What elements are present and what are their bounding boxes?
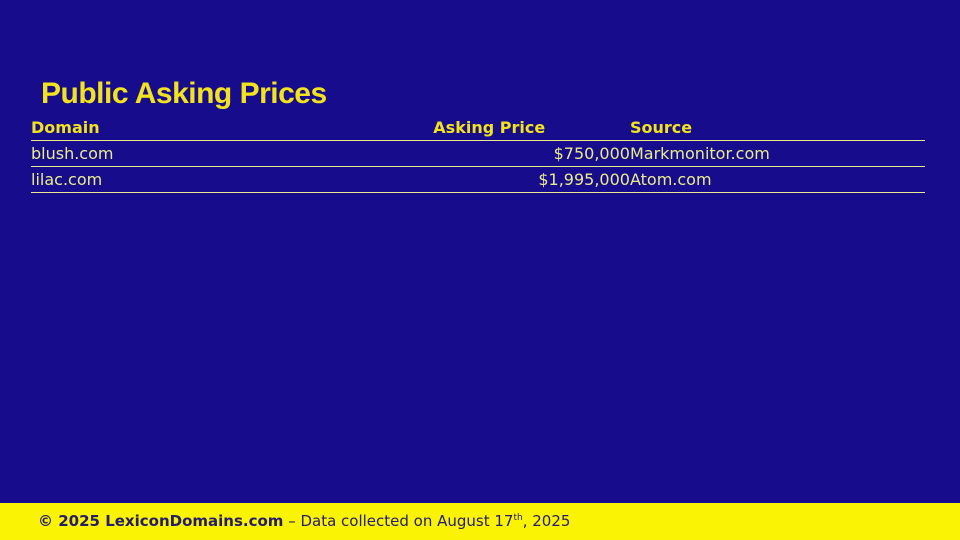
footer-bar: © 2025 LexiconDomains.com – Data collect… bbox=[0, 503, 960, 540]
source-cell: Markmonitor.com bbox=[629, 143, 770, 163]
column-header-domain: Domain bbox=[31, 118, 100, 138]
table-row: lilac.com $1,995,000 Atom.com bbox=[31, 166, 925, 192]
domain-cell: lilac.com bbox=[31, 169, 103, 189]
table-row: blush.com $750,000 Markmonitor.com bbox=[31, 140, 925, 166]
asking-prices-table: Domain Asking Price Source blush.com $75… bbox=[31, 116, 925, 193]
asking-price-cell: $750,000 bbox=[553, 143, 630, 163]
page-title: Public Asking Prices bbox=[41, 77, 327, 111]
footer-collection-date: – Data collected on August 17th, 2025 bbox=[288, 512, 571, 530]
column-header-source: Source bbox=[629, 118, 693, 138]
asking-price-cell: $1,995,000 bbox=[538, 169, 630, 189]
footer-text: © 2025 LexiconDomains.com – Data collect… bbox=[38, 503, 570, 540]
footer-ordinal-suffix: th bbox=[513, 513, 523, 523]
footer-copyright: © 2025 LexiconDomains.com bbox=[38, 512, 284, 530]
table-header-row: Domain Asking Price Source bbox=[31, 116, 925, 140]
source-cell: Atom.com bbox=[629, 169, 712, 189]
domain-cell: blush.com bbox=[31, 143, 114, 163]
column-header-asking-price: Asking Price bbox=[433, 118, 546, 138]
